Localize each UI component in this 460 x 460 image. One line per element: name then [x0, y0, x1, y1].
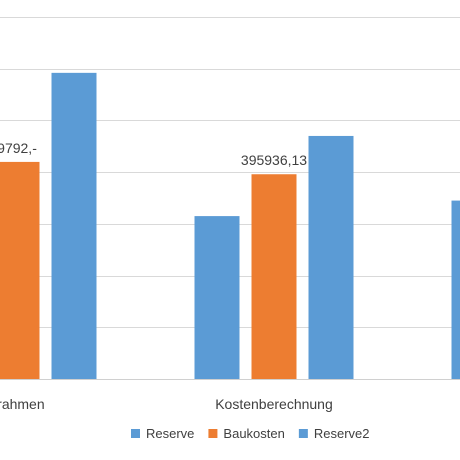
- legend-label: Reserve: [146, 426, 194, 441]
- bar-reserve2-1: [308, 135, 354, 379]
- bar-baukosten-0: [0, 161, 40, 379]
- legend-label: Reserve2: [314, 426, 370, 441]
- bar-reserve-2: [451, 200, 460, 379]
- legend-swatch: [131, 429, 140, 438]
- bars: [0, 72, 460, 379]
- legend-swatch: [298, 429, 308, 438]
- legend: Reserve Baukosten Reserve2: [131, 426, 370, 441]
- bar-baukosten-1: [251, 174, 297, 379]
- category-label-1: Kostenberechnung: [215, 396, 333, 412]
- legend-item-reserve2: Reserve2: [298, 426, 370, 441]
- data-label-baukosten-1: 395936,13: [241, 152, 307, 168]
- bar-reserve-1: [194, 216, 240, 379]
- legend-swatch: [208, 429, 218, 438]
- legend-item-baukosten: Baukosten: [208, 426, 285, 441]
- x-axis: nrahmen Kostenberechnung: [0, 396, 333, 412]
- data-labels: 9792,- 395936,13: [0, 140, 307, 168]
- legend-item-reserve: Reserve: [131, 426, 194, 441]
- category-label-0: nrahmen: [0, 396, 45, 412]
- data-label-baukosten-0: 9792,-: [0, 140, 37, 156]
- legend-label: Baukosten: [223, 426, 284, 441]
- bar-reserve2-0: [51, 72, 97, 379]
